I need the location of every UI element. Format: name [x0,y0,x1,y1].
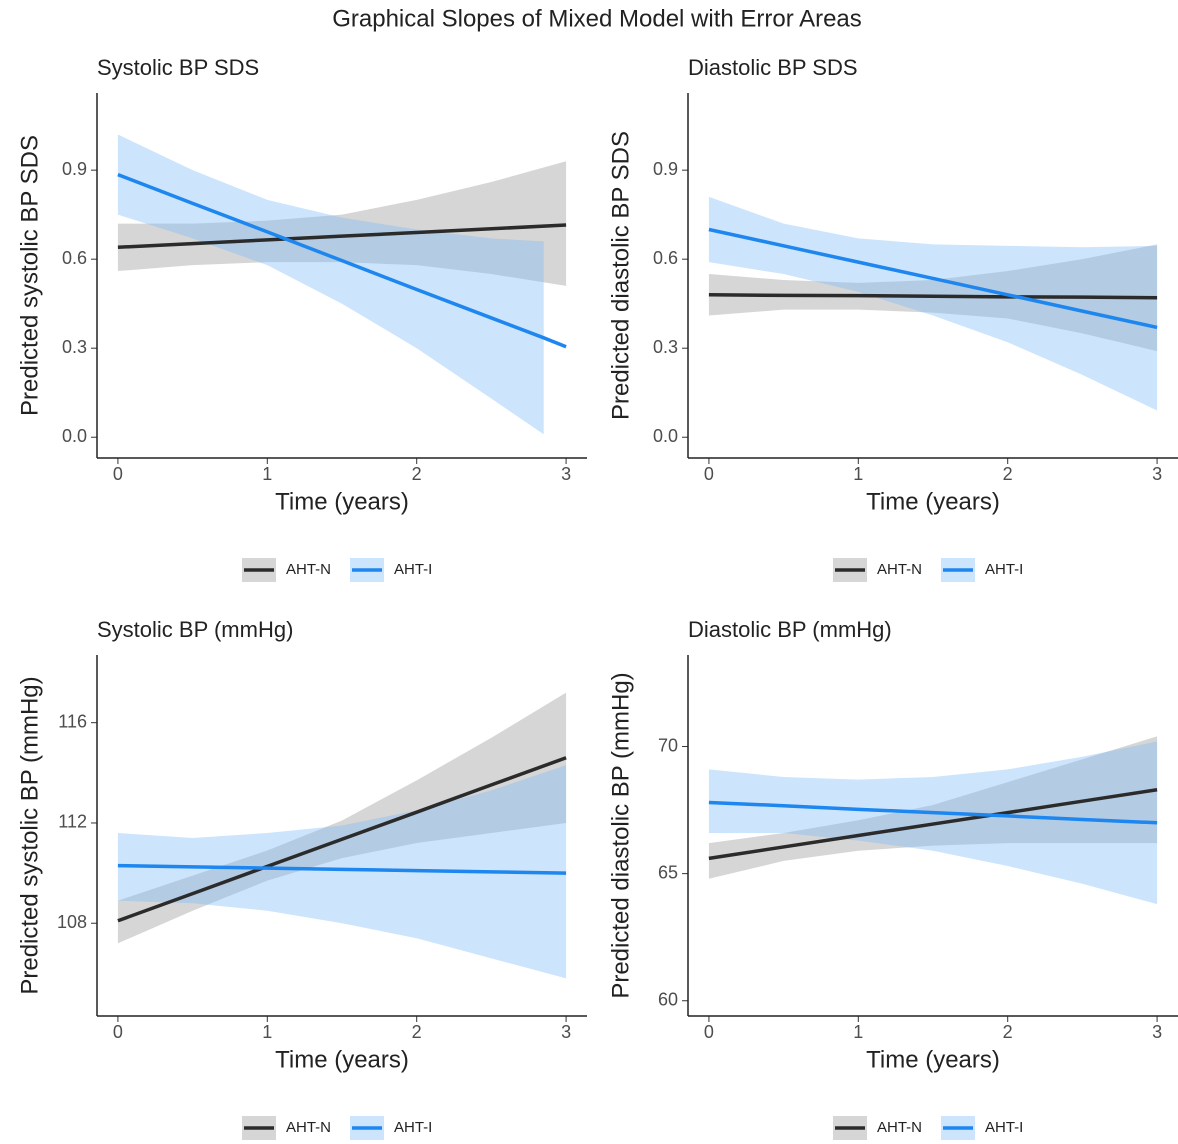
y-tick-label: 0.9 [653,159,678,179]
panel-title: Systolic BP SDS [97,55,259,80]
error-area [708,736,1158,879]
x-tick-label: 0 [113,464,123,484]
legend-label: AHT-N [286,561,331,578]
trend-line [117,756,567,923]
x-tick-label: 0 [113,1022,123,1042]
x-tick-label: 0 [704,464,714,484]
x-tick-label: 1 [853,464,863,484]
x-tick-label: 2 [1003,1022,1013,1042]
error-area [708,196,1158,411]
panel-title: Diastolic BP SDS [688,55,858,80]
error-area [117,765,567,979]
y-tick-label: 70 [658,735,678,755]
x-tick-label: 3 [561,464,571,484]
error-area [117,161,567,286]
legend-label: AHT-I [985,561,1023,578]
y-tick-label: 0.9 [62,159,87,179]
y-tick-label: 116 [58,711,87,731]
x-tick-label: 2 [1003,464,1013,484]
x-axis-label: Time (years) [275,488,409,515]
y-tick-label: 0.6 [62,248,87,268]
x-tick-label: 1 [853,1022,863,1042]
panel-title: Systolic BP (mmHg) [97,617,293,642]
y-tick-label: 112 [58,812,87,832]
x-tick-label: 2 [412,464,422,484]
y-axis-label: Predicted systolic BP (mmHg) [16,676,43,994]
y-tick-label: 0.6 [653,248,678,268]
panel-title: Diastolic BP (mmHg) [688,617,892,642]
legend-label: AHT-I [985,1119,1023,1136]
x-axis-label: Time (years) [866,1046,1000,1073]
y-tick-label: 0.0 [62,426,87,446]
error-area [117,134,544,435]
y-tick-label: 0.3 [62,337,87,357]
legend-label: AHT-N [286,1119,331,1136]
legend-label: AHT-I [394,1119,432,1136]
legend-label: AHT-N [877,1119,922,1136]
x-tick-label: 0 [704,1022,714,1042]
trend-line [117,863,567,875]
y-tick-label: 0.3 [653,337,678,357]
figure-title: Graphical Slopes of Mixed Model with Err… [332,5,862,32]
x-tick-label: 1 [262,464,272,484]
legend-label: AHT-I [394,561,432,578]
y-tick-label: 60 [658,989,678,1009]
x-axis-label: Time (years) [866,488,1000,515]
trend-line [117,172,567,349]
x-tick-label: 3 [561,1022,571,1042]
trend-line [708,227,1158,330]
x-tick-label: 3 [1152,1022,1162,1042]
y-axis-label: Predicted diastolic BP (mmHg) [607,672,634,998]
y-axis-label: Predicted diastolic BP SDS [607,131,634,420]
x-tick-label: 2 [412,1022,422,1042]
y-tick-label: 65 [658,862,678,882]
x-axis-label: Time (years) [275,1046,409,1073]
y-tick-label: 0.0 [653,426,678,446]
x-tick-label: 3 [1152,464,1162,484]
legend-label: AHT-N [877,561,922,578]
y-axis-label: Predicted systolic BP SDS [16,135,43,416]
trend-line [708,788,1158,861]
trend-line [708,293,1158,300]
y-tick-label: 108 [57,912,87,932]
trend-line [117,223,567,250]
trend-line [708,800,1158,825]
x-tick-label: 1 [262,1022,272,1042]
